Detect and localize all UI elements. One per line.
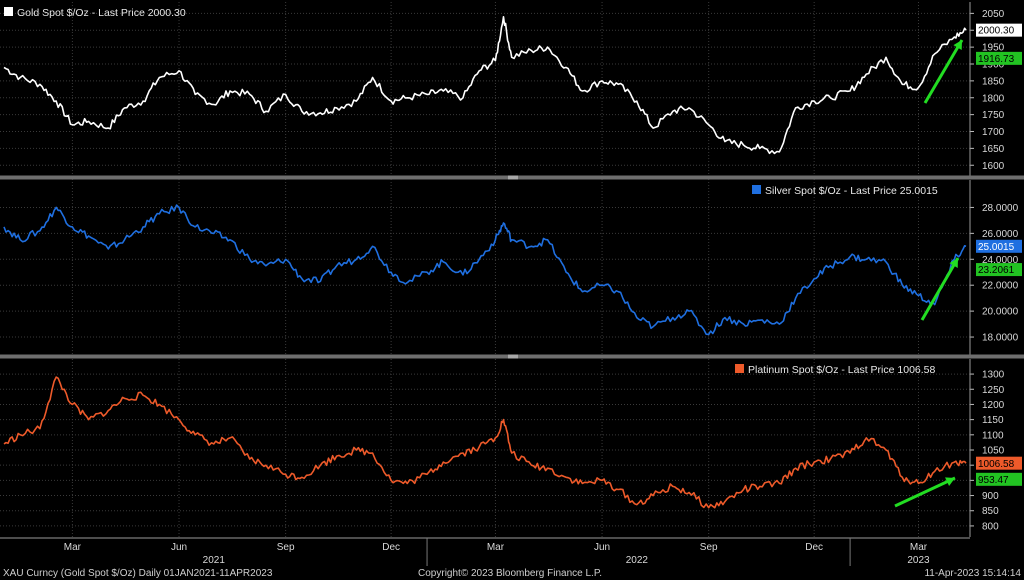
chart-panel-2: 18.0000 20.0000 22.0000 24.0000 26.0000 28.00… <box>0 180 1022 355</box>
value-label-text: 953.47 <box>978 475 1009 486</box>
y-tick-label: 1950 <box>982 43 1005 54</box>
y-tick-label: 1900 <box>982 60 1005 71</box>
y-tick-label: 1200 <box>982 400 1005 411</box>
x-tick-label: Mar <box>910 542 928 553</box>
footer-center: Copyright© 2023 Bloomberg Finance L.P. <box>418 568 602 579</box>
trend-arrow-icon <box>894 476 956 508</box>
y-tick-label: 1150 <box>982 415 1004 426</box>
x-tick-label: Dec <box>382 542 400 553</box>
x-year-label: 2021 <box>203 555 226 566</box>
value-label-box <box>976 456 1022 470</box>
value-label-text: 23.2061 <box>978 265 1015 276</box>
y-tick-label: 1700 <box>982 127 1005 138</box>
x-tick-label: Sep <box>277 542 295 553</box>
x-tick-label: Jun <box>594 542 610 553</box>
value-label-box <box>976 51 1022 65</box>
value-label-text: 1916.73 <box>978 54 1015 65</box>
legend-swatch <box>752 185 761 194</box>
y-tick-label: 1100 <box>982 430 1004 441</box>
y-tick-label: 1050 <box>982 446 1005 457</box>
value-label-box <box>976 23 1022 37</box>
chart-panel-1: 1600165017001750180018501900195020002050… <box>0 2 1022 176</box>
y-tick-label: 1850 <box>982 76 1005 87</box>
trend-arrow-icon <box>923 39 964 104</box>
x-tick-label: Jun <box>171 542 187 553</box>
chart-panel-3: 8008509009501000105011001150120012501300… <box>0 359 1022 537</box>
value-label-text: 2000.30 <box>978 26 1015 37</box>
y-tick-label: 24.0000 <box>982 255 1019 266</box>
value-label-box <box>976 472 1022 486</box>
series-line <box>3 376 967 509</box>
value-label-text: 25.0015 <box>978 242 1015 253</box>
x-year-label: 2022 <box>626 555 649 566</box>
x-tick-label: Dec <box>805 542 823 553</box>
y-tick-label: 18.0000 <box>982 333 1019 344</box>
y-tick-label: 1300 <box>982 370 1005 381</box>
panel-title: Platinum Spot $/Oz - Last Price 1006.58 <box>748 364 936 376</box>
panel-title: Gold Spot $/Oz - Last Price 2000.30 <box>17 7 186 19</box>
legend-swatch <box>4 7 13 16</box>
footer-right: 11-Apr-2023 15:14:14 <box>924 568 1021 579</box>
y-tick-label: 1750 <box>982 110 1005 121</box>
series-line <box>3 15 967 155</box>
series-line <box>3 204 967 336</box>
y-tick-label: 1650 <box>982 144 1005 155</box>
x-tick-label: Sep <box>700 542 718 553</box>
trend-arrow-head-icon <box>945 477 955 487</box>
y-tick-label: 1600 <box>982 161 1005 172</box>
y-tick-label: 850 <box>982 506 999 517</box>
x-tick-label: Mar <box>64 542 82 553</box>
y-tick-label: 20.0000 <box>982 307 1019 318</box>
value-label-text: 1006.58 <box>978 459 1015 470</box>
x-year-label: 2023 <box>907 555 930 566</box>
y-tick-label: 800 <box>982 521 999 532</box>
y-tick-label: 900 <box>982 491 999 502</box>
trend-arrow-icon <box>920 257 960 321</box>
value-label-box <box>976 263 1022 277</box>
y-tick-label: 22.0000 <box>982 281 1019 292</box>
panel-resize-handle <box>508 175 518 180</box>
y-tick-label: 1800 <box>982 93 1005 104</box>
y-tick-label: 26.0000 <box>982 229 1019 240</box>
footer-left: XAU Curncy (Gold Spot $/Oz) Daily 01JAN2… <box>3 568 273 579</box>
panel-title: Silver Spot $/Oz - Last Price 25.0015 <box>765 185 938 197</box>
value-label-box <box>976 239 1022 253</box>
x-tick-label: Mar <box>487 542 505 553</box>
y-tick-label: 28.0000 <box>982 203 1019 214</box>
trend-arrow-head-icon <box>949 258 958 268</box>
trend-arrow-head-icon <box>953 40 962 50</box>
y-tick-label: 1250 <box>982 385 1005 396</box>
y-tick-label: 2050 <box>982 9 1005 20</box>
panel-resize-handle <box>508 354 518 359</box>
legend-swatch <box>735 364 744 373</box>
